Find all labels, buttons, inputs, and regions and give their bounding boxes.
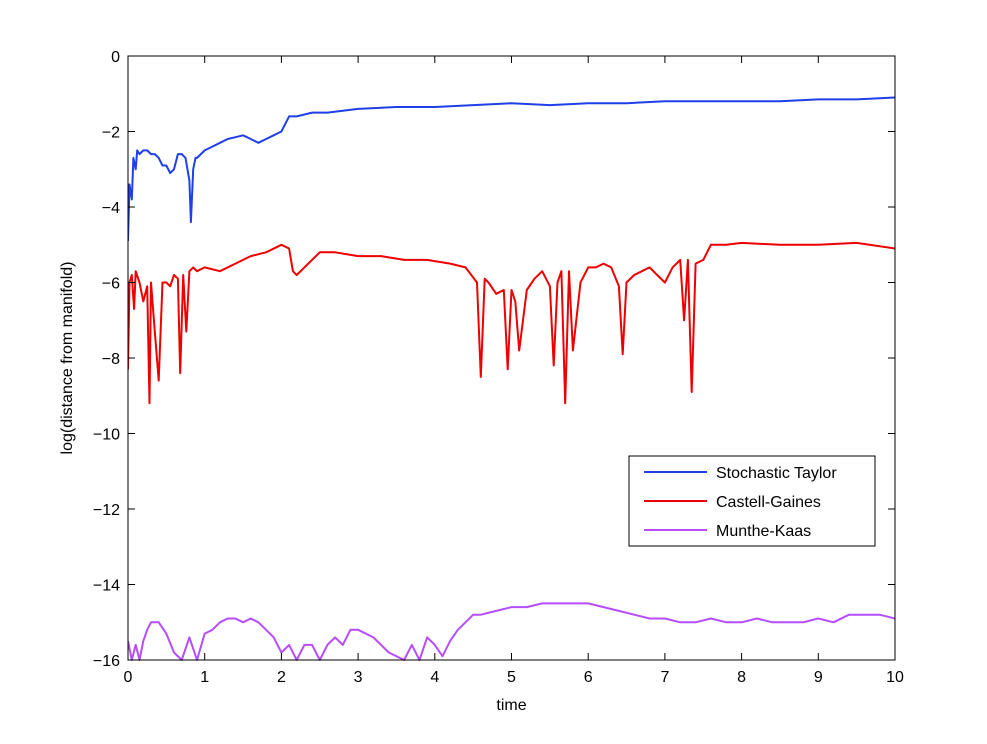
y-tick-label: −4 <box>102 200 120 217</box>
y-tick-label: −8 <box>102 351 120 368</box>
legend-entry: Munthe-Kaas <box>716 523 811 540</box>
y-tick-label: −12 <box>93 502 120 519</box>
y-tick-label: −14 <box>93 578 120 595</box>
x-axis-label: time <box>496 697 526 714</box>
x-tick-label: 2 <box>277 669 286 686</box>
x-tick-label: 6 <box>584 669 593 686</box>
series-line-2 <box>128 241 895 405</box>
series-layer <box>128 96 895 661</box>
series-line-3 <box>128 602 895 661</box>
x-tick-label: 8 <box>737 669 746 686</box>
x-tick-label: 4 <box>430 669 439 686</box>
x-tick-label: 9 <box>814 669 823 686</box>
legend: Stochastic Taylor Castell-Gaines Munthe-Ka… <box>628 455 876 547</box>
y-tick-label: −16 <box>93 653 120 670</box>
x-tick-label: 3 <box>354 669 363 686</box>
y-axis-label: log(distance from manifold) <box>59 262 76 455</box>
x-tick-label: 1 <box>200 669 209 686</box>
x-tick-label: 0 <box>124 669 133 686</box>
x-tick-label: 5 <box>507 669 516 686</box>
y-tick-label: −10 <box>93 427 120 444</box>
axis-ticks: 0 1 2 3 4 5 6 7 8 9 10 0 −2 −4 −6 −8 −10 −12 −14 −16 <box>93 49 904 686</box>
series-line-1 <box>128 96 895 242</box>
plot-area-frame <box>127 55 896 661</box>
y-tick-label: −2 <box>102 125 120 142</box>
x-tick-label: 10 <box>886 669 904 686</box>
y-tick-label: 0 <box>111 49 120 66</box>
y-tick-label: −6 <box>102 276 120 293</box>
x-tick-label: 7 <box>660 669 669 686</box>
legend-entry: Stochastic Taylor <box>716 465 837 482</box>
legend-entry: Castell-Gaines <box>716 494 821 511</box>
